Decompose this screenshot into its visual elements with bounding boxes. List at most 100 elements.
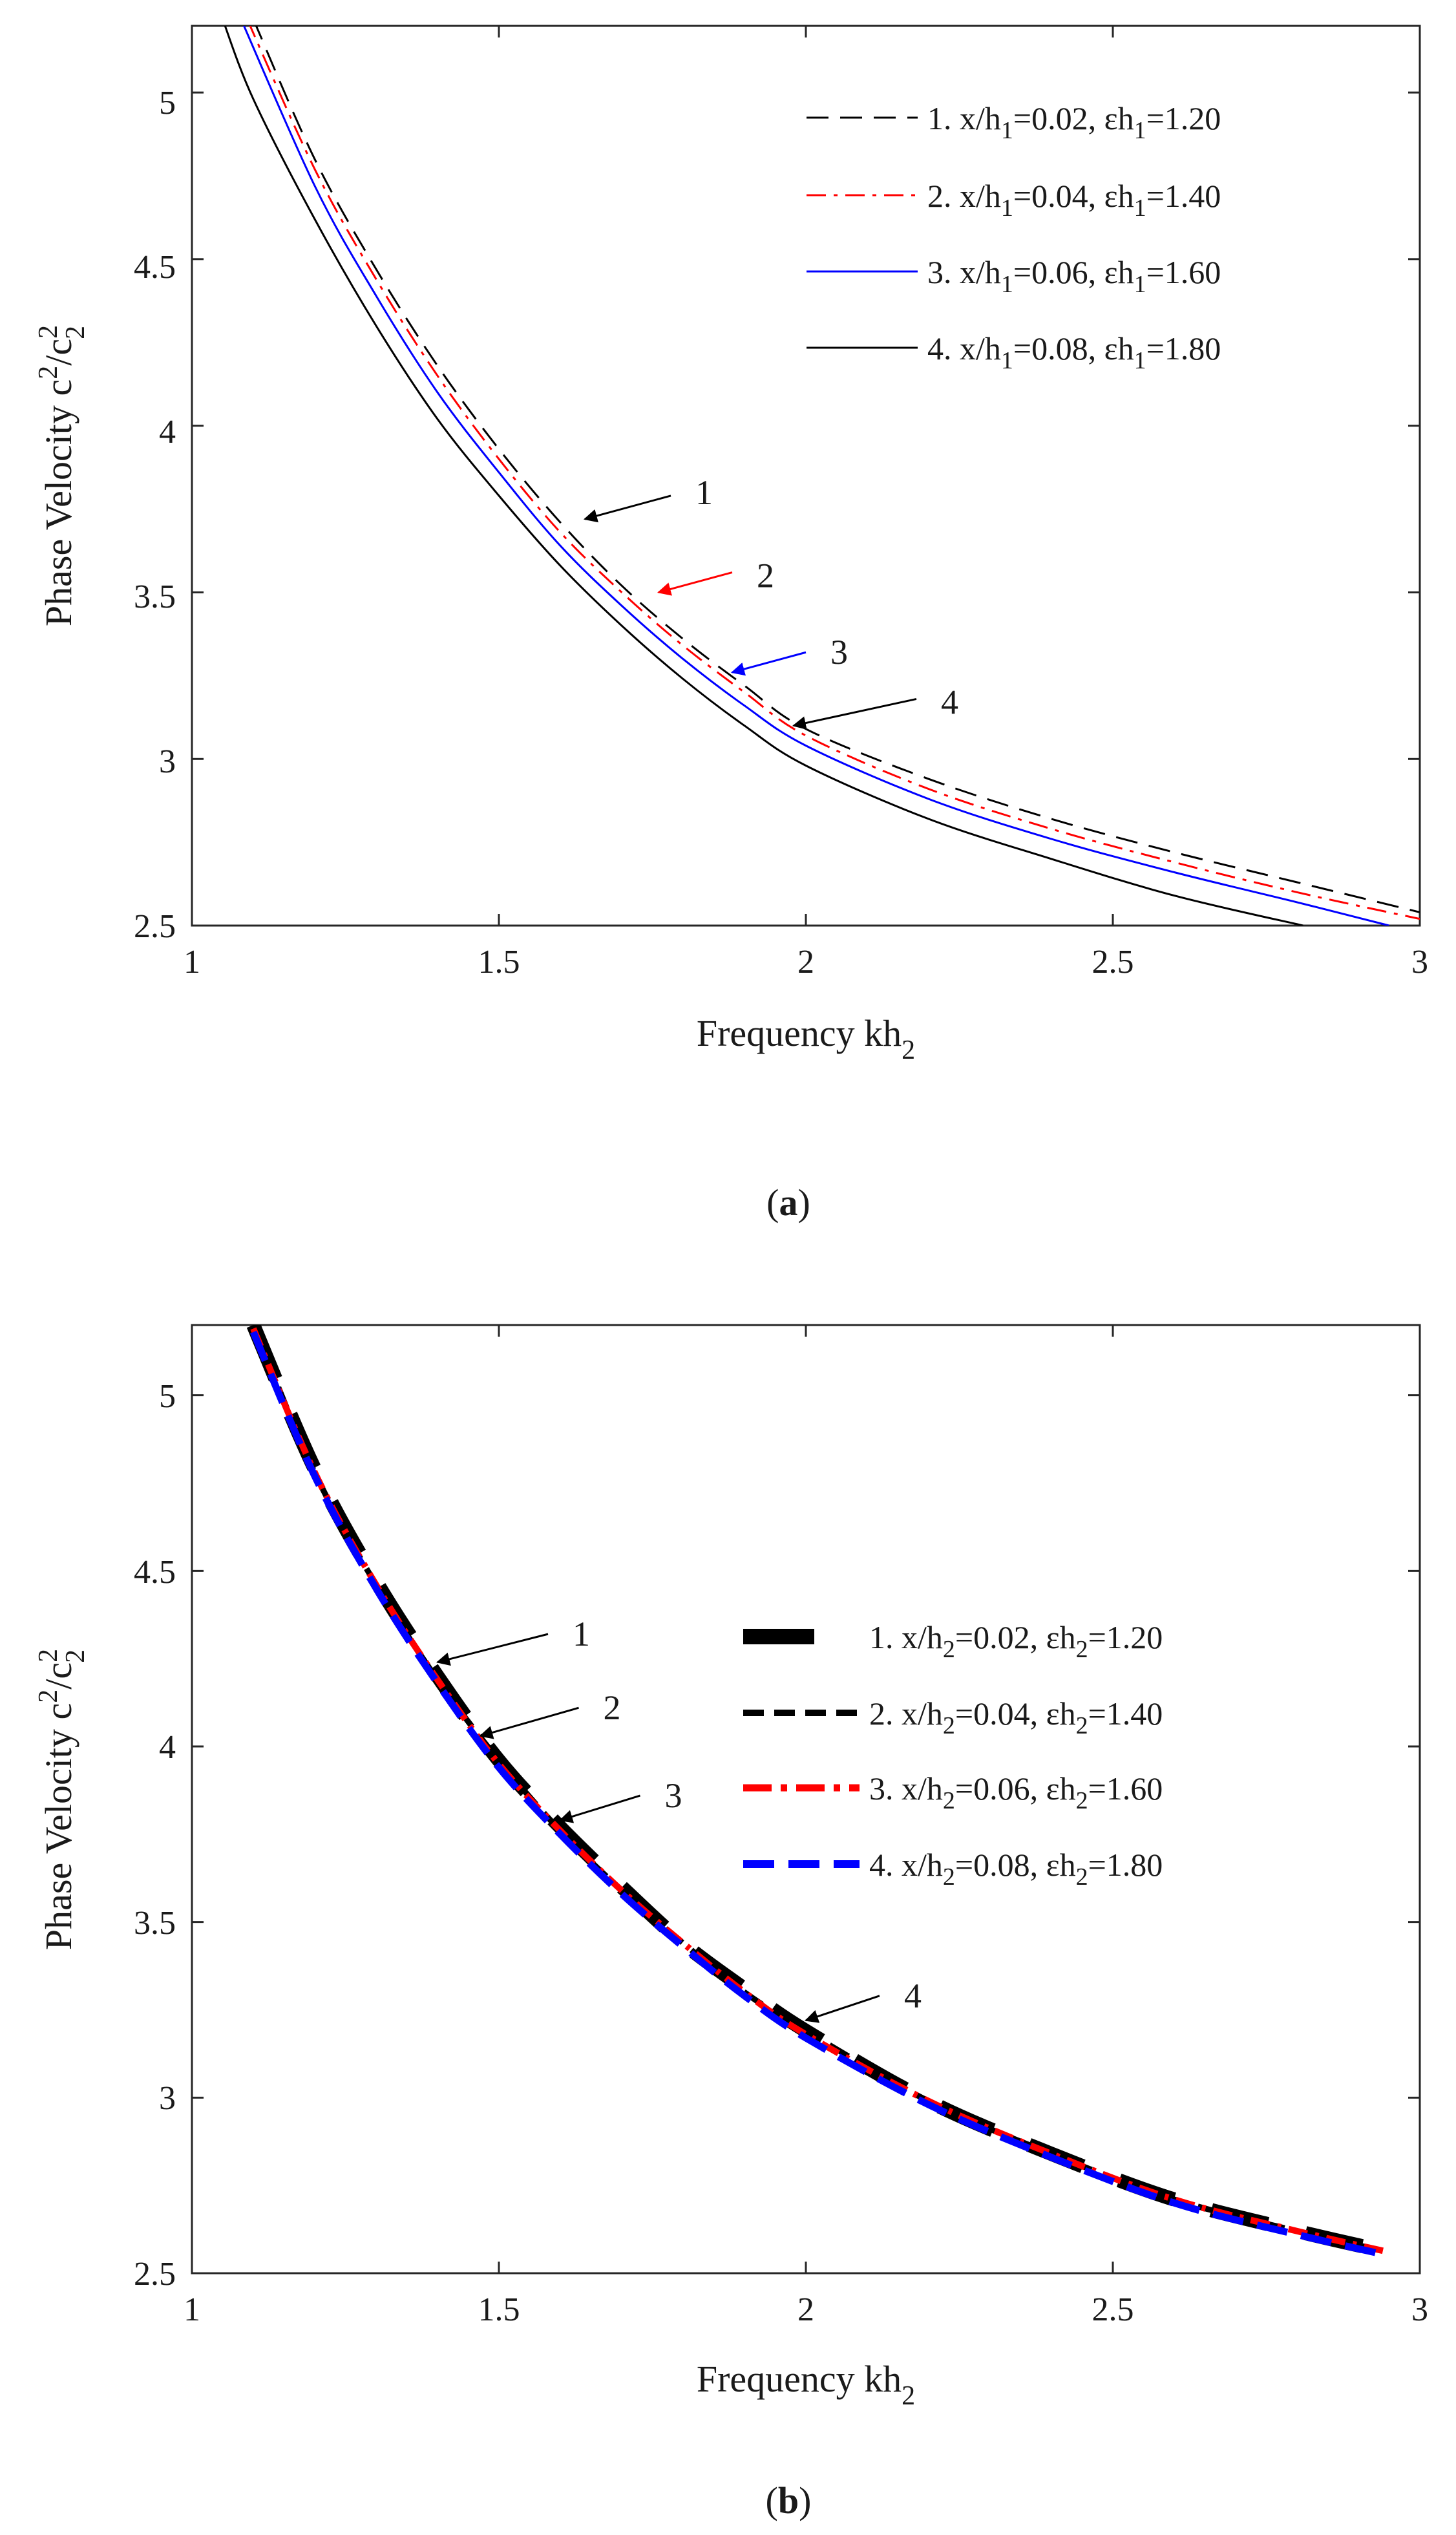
panel-caption-b: (b) — [766, 2479, 812, 2521]
x-tick-label: 3 — [1411, 944, 1428, 981]
series-line-3 — [242, 26, 1389, 926]
legend-part: =1.40 — [1088, 1695, 1163, 1732]
legend-part: 1. x/h — [869, 1619, 943, 1655]
y-axis-label-sup: 2 — [34, 1649, 63, 1662]
legend-part: =0.06, — [1013, 254, 1104, 290]
legend-sub: 1 — [1134, 271, 1146, 298]
y-tick-label: 4.5 — [134, 1554, 176, 1591]
caption-paren: ) — [798, 1182, 810, 1224]
y-tick-label: 3.5 — [134, 1905, 176, 1942]
legend-part: =1.20 — [1146, 100, 1221, 136]
legend-part: εh — [1046, 1847, 1076, 1883]
series-group-a — [224, 26, 1420, 926]
annotation-arrow-4 — [792, 697, 917, 730]
legend-sub: 2 — [943, 1636, 955, 1663]
legend-part: =0.06, — [955, 1770, 1046, 1807]
legend-sub: 2 — [1076, 1787, 1088, 1814]
annotation-arrow-3 — [558, 1794, 640, 1823]
annotations-a: 1 2 3 4 — [583, 473, 958, 730]
x-tick-label: 2 — [797, 2291, 814, 2328]
y-axis-label-sup: 2 — [34, 325, 63, 339]
annotation-arrow-3 — [730, 651, 807, 676]
legend-sub: 2 — [1076, 1863, 1088, 1891]
legend-label-series-3: 3. x/h2=0.06, εh2=1.60 — [869, 1770, 1163, 1814]
legend-part: εh — [1104, 178, 1134, 214]
x-axis-label-text: Frequency kh — [697, 1012, 902, 1054]
legend-part: =1.80 — [1088, 1847, 1163, 1883]
legend-sub: 1 — [1134, 347, 1146, 374]
legend-sub: 1 — [1134, 117, 1146, 144]
axes-frame-a — [191, 25, 1421, 927]
legend-label-series-2: 2. x/h1=0.04, εh1=1.40 — [927, 178, 1221, 222]
annotations-b: 12 3 4 — [436, 1615, 922, 2023]
legend-part: =0.08, — [955, 1847, 1046, 1883]
x-axis-label-a: Frequency kh2 — [697, 1012, 915, 1065]
y-axis-label-sup: 2 — [34, 1690, 63, 1703]
legend-part: =1.80 — [1146, 330, 1221, 366]
legend-sub: 2 — [943, 1863, 955, 1891]
x-axis-label-b: Frequency kh2 — [697, 2358, 915, 2411]
y-tick-label: 5 — [159, 1378, 176, 1415]
y-axis-label-mid: /c — [37, 339, 79, 366]
legend-label-series-4: 4. x/h1=0.08, εh1=1.80 — [927, 330, 1221, 374]
annotation-label-3: 3 — [665, 1776, 682, 1815]
legend-sub: 2 — [943, 1712, 955, 1739]
chart-panel-a: 1 2 3 4 2.5 3 3.5 4 4.5 5 1 1.5 2 2.5 3 Fre… — [34, 25, 1428, 1224]
legend-part: =1.40 — [1146, 178, 1221, 214]
legend-label-series-2: 2. x/h2=0.04, εh2=1.40 — [869, 1695, 1163, 1739]
y-tick-label: 4 — [159, 414, 176, 451]
caption-paren: ( — [766, 1182, 779, 1224]
legend-part: 3. x/h — [869, 1770, 943, 1807]
legend-part: =0.04, — [955, 1695, 1046, 1732]
legend-part: 2. x/h — [869, 1695, 943, 1732]
caption-letter: b — [778, 2479, 799, 2521]
annotation-arrow-1 — [436, 1633, 549, 1666]
legend-label-series-3: 3. x/h1=0.06, εh1=1.60 — [927, 254, 1221, 298]
legend-a: 1. x/h1=0.02, εh1=1.20 2. x/h1=0.04, εh1… — [807, 100, 1221, 374]
legend-part: =1.60 — [1088, 1770, 1163, 1807]
annotation-label-4: 4 — [904, 1977, 922, 2015]
legend-sub: 1 — [1001, 347, 1013, 374]
annotation-label-3: 3 — [830, 633, 848, 672]
y-tick-label: 3 — [159, 2080, 176, 2117]
y-axis-label-text: Phase Velocity c — [37, 1703, 79, 1950]
x-tick-label: 2.5 — [1092, 944, 1134, 981]
legend-part: =1.60 — [1146, 254, 1221, 290]
legend-part: εh — [1046, 1619, 1076, 1655]
series-line-4 — [224, 26, 1303, 926]
y-tick-label: 4.5 — [134, 249, 176, 286]
legend-part: =0.02, — [955, 1619, 1046, 1655]
legend-sub: 2 — [1076, 1636, 1088, 1663]
y-tick-label: 4 — [159, 1729, 176, 1766]
legend-sub: 2 — [1076, 1712, 1088, 1739]
ticks-b — [191, 1325, 1421, 2275]
legend-part: =1.20 — [1088, 1619, 1163, 1655]
x-axis-label-subscript: 2 — [902, 2381, 915, 2411]
x-axis-label-text: Frequency kh — [697, 2358, 902, 2400]
x-tick-label: 1.5 — [478, 2291, 520, 2328]
y-axis-label-sup: 2 — [34, 366, 63, 379]
axes-frame-b — [191, 1324, 1421, 2275]
legend-part: εh — [1104, 100, 1134, 136]
legend-part: εh — [1046, 1770, 1076, 1807]
legend-sub: 1 — [1001, 195, 1013, 222]
legend-part: 4. x/h — [927, 330, 1001, 366]
legend-part: =0.04, — [1013, 178, 1104, 214]
annotation-label-1: 1 — [695, 473, 713, 512]
annotation-label-1: 1 — [573, 1615, 590, 1653]
panel-caption-a: (a) — [766, 1182, 810, 1224]
series-line-2 — [249, 26, 1420, 920]
annotation-arrow-4 — [805, 1995, 880, 2023]
y-axis-label-mid: /c — [37, 1662, 79, 1690]
y-axis-label-sub: 2 — [61, 1649, 90, 1663]
legend-part: 3. x/h — [927, 254, 1001, 290]
annotation-arrow-2 — [479, 1706, 579, 1739]
x-tick-label: 1 — [184, 944, 200, 981]
legend-part: εh — [1104, 254, 1134, 290]
y-tick-label: 5 — [159, 85, 176, 122]
legend-sub: 1 — [1001, 271, 1013, 298]
annotation-label-4: 4 — [941, 683, 958, 722]
annotation-arrow-2 — [657, 571, 733, 596]
annotation-arrow-1 — [583, 494, 671, 523]
